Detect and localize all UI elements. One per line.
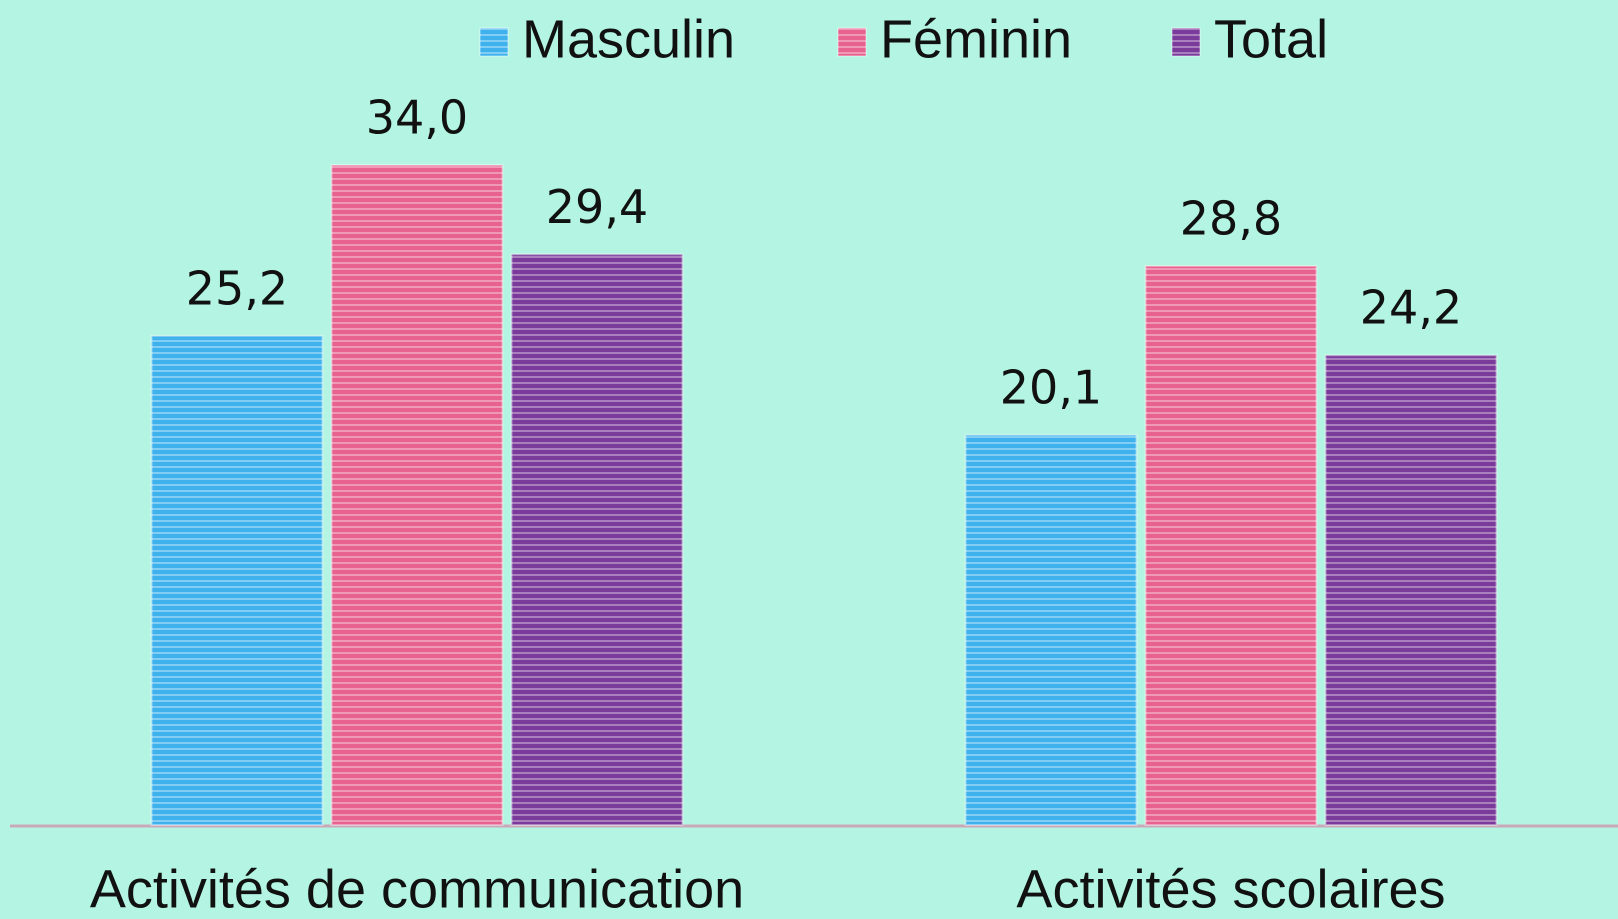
x-tick-label: Activités de communication (90, 859, 744, 919)
bar (964, 433, 1138, 826)
legend-swatch (479, 27, 509, 57)
bar (1144, 264, 1318, 826)
legend-swatch (1171, 27, 1201, 57)
value-label: 25,2 (186, 261, 288, 315)
value-label: 20,1 (1000, 360, 1102, 414)
value-label: 34,0 (366, 91, 468, 145)
bar (510, 253, 684, 826)
x-tick-label: Activités scolaires (1016, 859, 1445, 919)
value-label: 29,4 (546, 180, 648, 234)
bar (1324, 354, 1498, 826)
bar (150, 334, 324, 826)
legend-label: Féminin (880, 9, 1072, 69)
legend-label: Total (1214, 9, 1328, 69)
value-label: 24,2 (1360, 281, 1462, 335)
legend-label: Masculin (522, 9, 735, 69)
bar (330, 164, 504, 826)
value-label: 28,8 (1180, 191, 1282, 245)
legend-swatch (837, 27, 867, 57)
